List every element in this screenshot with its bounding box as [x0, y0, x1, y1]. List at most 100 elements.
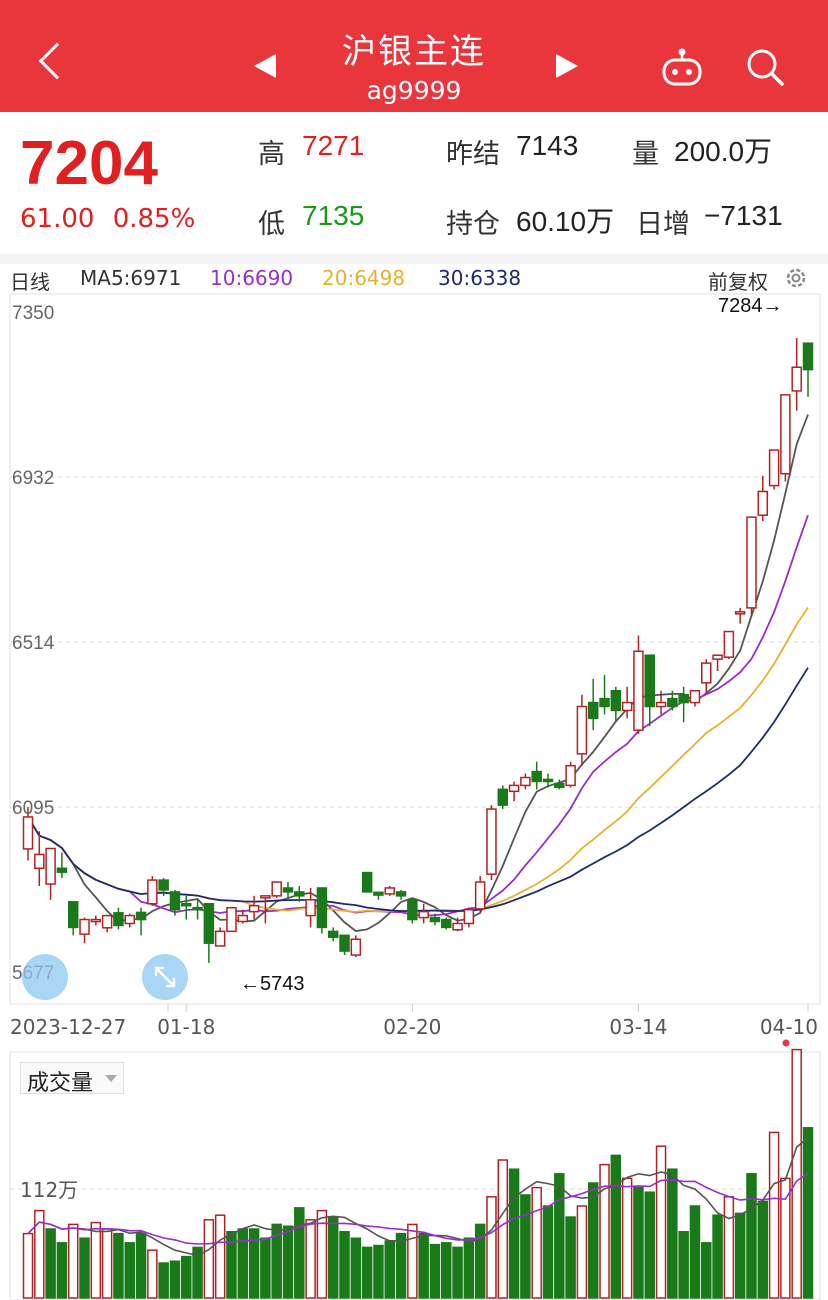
next-contract-icon[interactable]	[556, 54, 578, 78]
candle-up	[22, 816, 34, 850]
app-header: 沪银主连 ag9999	[0, 0, 828, 112]
volume-bar-up	[780, 1177, 791, 1299]
change-value: 61.00	[20, 204, 95, 234]
search-icon[interactable]	[744, 46, 786, 88]
volume-bar-down	[181, 1255, 192, 1299]
volume-bar-up	[214, 1214, 226, 1299]
volume-bar-down	[384, 1240, 395, 1299]
candle-up	[791, 366, 802, 392]
candle-up	[768, 449, 780, 487]
candle-down	[441, 918, 452, 929]
volume-bar-up	[147, 1249, 158, 1299]
volume-ma10-line	[27, 1172, 809, 1245]
volume-bar-down	[441, 1242, 452, 1299]
pan-left-button[interactable]	[22, 954, 68, 1000]
ma30-line	[27, 667, 809, 913]
volume-bar-down	[712, 1214, 723, 1299]
candle-down	[587, 701, 599, 720]
volume-bar-up	[34, 1209, 45, 1299]
candle-up	[463, 908, 475, 925]
candle-down	[361, 871, 373, 893]
candle-up	[486, 808, 497, 875]
volume-bar-down	[678, 1231, 689, 1299]
candle-up	[271, 881, 282, 897]
y-tick-label: 6932	[12, 468, 54, 489]
volume-bar-up	[316, 1209, 328, 1299]
candle-down	[554, 782, 565, 789]
x-tick-label: 02-20	[383, 1015, 441, 1039]
candle-up	[734, 611, 746, 615]
volume-bar-down	[361, 1246, 373, 1299]
volume-bar-down	[474, 1223, 486, 1299]
candle-down	[667, 697, 678, 708]
period-selector[interactable]: 日线	[10, 270, 50, 294]
candle-up	[34, 853, 45, 869]
volume-bar-up	[407, 1223, 418, 1299]
volume-indicator-label: 成交量	[27, 1071, 94, 1096]
candle-up	[689, 689, 701, 704]
open-interest-value: 60.10万	[516, 206, 615, 237]
candle-down	[169, 891, 181, 911]
prev-settle-value: 7143	[516, 130, 579, 161]
change-percent: 0.85%	[112, 204, 196, 234]
volume-bar-down	[124, 1242, 135, 1299]
candlestick-chart[interactable]: 73506932651460955677 2023-12-2701-1802-2…	[0, 292, 828, 1300]
open-interest-label: 持仓	[446, 209, 500, 240]
volume-bar-down	[135, 1232, 147, 1299]
volume-bar-down	[463, 1237, 475, 1299]
ma20-line	[27, 606, 809, 913]
volume-bar-down	[610, 1154, 622, 1299]
volume-bar-down	[689, 1205, 701, 1299]
volume-bar-up	[90, 1221, 102, 1299]
candle-up	[214, 930, 226, 947]
volume-bar-down	[734, 1212, 746, 1299]
candle-down	[181, 903, 192, 907]
last-price: 7204	[20, 129, 158, 198]
volume-bar-up	[655, 1145, 667, 1299]
volume-bar-down	[79, 1237, 90, 1299]
candle-down	[802, 342, 814, 371]
candle-up	[723, 630, 735, 658]
candle-up	[452, 922, 463, 931]
adjust-mode[interactable]: 前复权	[708, 270, 768, 294]
robot-assistant-icon[interactable]	[660, 46, 704, 90]
expand-chart-button[interactable]	[142, 954, 188, 1000]
gear-icon[interactable]	[784, 266, 808, 290]
volume-bar-up	[22, 1232, 34, 1299]
volume-bar-up	[768, 1131, 780, 1299]
daily-change-label: 日增	[636, 209, 690, 240]
candle-up	[350, 938, 362, 956]
candle-down	[113, 912, 124, 927]
candle-up	[746, 516, 757, 609]
candle-down	[531, 770, 542, 783]
candle-up	[565, 764, 576, 787]
candle-down	[56, 867, 68, 873]
ma10-line	[27, 514, 809, 917]
candle-up	[45, 847, 56, 885]
candle-down	[407, 899, 418, 921]
candle-up	[237, 914, 249, 923]
y-tick-label: 6514	[12, 633, 55, 654]
candle-up	[418, 910, 429, 919]
ma5-line	[27, 414, 809, 932]
ma30-value: 30:6338	[438, 266, 522, 290]
candle-up	[655, 701, 667, 708]
candle-down	[610, 689, 622, 712]
candle-up	[508, 784, 520, 793]
volume-bar-down	[565, 1216, 576, 1299]
chevron-down-icon	[105, 1075, 117, 1082]
prev-settle-label: 昨结	[446, 139, 500, 170]
volume-bar-down	[554, 1173, 565, 1299]
candle-up	[260, 895, 271, 899]
volume-bar-up	[305, 1219, 316, 1299]
candle-down	[158, 879, 169, 891]
volume-indicator-select[interactable]: 成交量	[20, 1062, 124, 1096]
volume-bar-down	[633, 1186, 644, 1299]
candle-down	[644, 654, 655, 708]
candle-up	[90, 918, 102, 923]
previous-contract-icon[interactable]	[254, 54, 276, 78]
x-tick-label: 2023-12-27	[10, 1015, 126, 1039]
candle-up	[147, 879, 158, 905]
candle-up	[712, 654, 723, 660]
candle-up	[780, 394, 791, 475]
